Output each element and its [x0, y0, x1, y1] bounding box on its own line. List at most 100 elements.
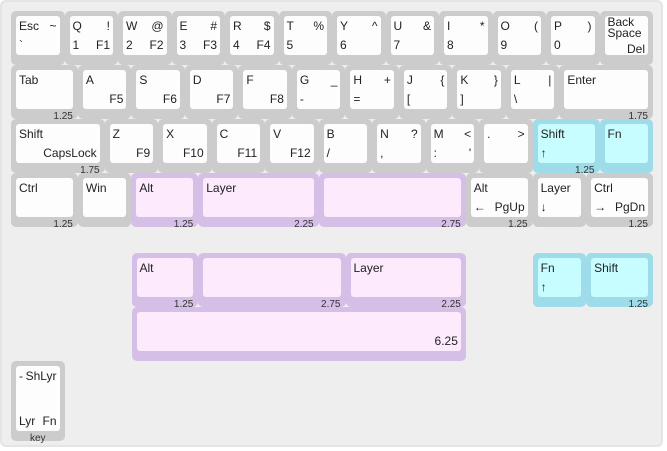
key-q[interactable]: Q! 1 F1: [64, 11, 118, 65]
key-size-label: 2.25: [294, 218, 314, 230]
keycap: R $4 F4: [230, 16, 274, 55]
key-b[interactable]: B /: [318, 119, 373, 173]
keycap: Shift ↑: [537, 124, 595, 163]
keycap: K}]: [457, 70, 501, 109]
legend-tr: &: [422, 19, 431, 33]
key-tab[interactable]: Tab 1.25: [11, 65, 78, 122]
legend-bl: ↑: [540, 145, 547, 160]
key-esc[interactable]: Esc ~ `: [11, 11, 65, 65]
key-layer[interactable]: Layer 2.25: [198, 173, 319, 230]
legend-bl: 4: [233, 37, 240, 52]
key-layer[interactable]: Layer 2.25: [345, 253, 466, 309]
key-d[interactable]: D F7: [184, 65, 239, 119]
legend-tr: *: [479, 19, 485, 33]
keycap: X F10: [163, 124, 207, 163]
legend-tl: G: [299, 73, 310, 87]
legend-tl: Y: [340, 19, 349, 33]
legend-br: F9: [136, 145, 151, 160]
key-t[interactable]: T% 5: [278, 11, 332, 65]
legend-tr: +: [383, 73, 391, 87]
key-enter[interactable]: Enter 1.75: [559, 65, 653, 121]
key-j[interactable]: J {[: [398, 65, 453, 119]
key-win[interactable]: Win: [77, 173, 132, 227]
keycap: G _ -: [296, 70, 341, 109]
key-l[interactable]: L | \: [505, 65, 560, 119]
key-m[interactable]: M <: ': [425, 119, 480, 173]
key-blank[interactable]: 2.75: [198, 253, 346, 310]
legend-br: Fn: [42, 414, 57, 428]
keycap: A F5: [82, 70, 127, 109]
legend-bl: =: [353, 91, 361, 106]
keycap: Shift: [591, 258, 648, 297]
legend-tr: !: [106, 19, 110, 33]
key-w[interactable]: W @2 F2: [118, 11, 172, 65]
key-ctrl[interactable]: Ctrl 1.25: [11, 173, 78, 230]
keycap: Enter: [564, 70, 648, 109]
key-i[interactable]: I * 8: [439, 11, 493, 65]
key-a[interactable]: A F5: [77, 65, 132, 119]
legend-br: 6.25: [434, 333, 458, 348]
key-size-label: 1.25: [53, 110, 73, 122]
key-shift[interactable]: Shift 1.25: [586, 253, 653, 309]
legend-br: F6: [162, 91, 177, 106]
legend-bl: \: [513, 91, 518, 106]
keycap: E #3 F3: [176, 16, 220, 55]
key-r[interactable]: R $4 F4: [225, 11, 279, 65]
key-shift[interactable]: Shift ↑ 1.25: [532, 119, 600, 175]
key-c[interactable]: C F11: [211, 119, 266, 173]
key-v[interactable]: V F12: [265, 119, 319, 173]
legend-tl: Fn: [540, 261, 555, 275]
key-layer[interactable]: Layer ↓: [532, 173, 587, 227]
legend-tl: P: [554, 19, 563, 33]
key-size-label: 2.75: [321, 298, 341, 310]
key-h[interactable]: H + =: [345, 65, 399, 119]
legend-tl: D: [192, 73, 202, 87]
keycap: Ctrl → PgDn: [591, 178, 648, 217]
key-shift[interactable]: Shift CapsLock 1.75: [11, 119, 105, 175]
key-f[interactable]: F F8: [238, 65, 292, 119]
legend-bl: ←: [473, 199, 486, 214]
key-6.25[interactable]: 6.25: [131, 307, 466, 361]
key-fn[interactable]: Fn: [599, 119, 653, 173]
legend-bl: ↓: [540, 199, 547, 214]
key-blank[interactable]: 2.75: [318, 173, 466, 229]
legend-bl: 2: [126, 37, 133, 52]
key-z[interactable]: Z F9: [104, 119, 159, 173]
key-u[interactable]: U & 7: [385, 11, 439, 65]
key-e[interactable]: E #3 F3: [171, 11, 225, 65]
key-size-label: 1.25: [53, 218, 73, 230]
legend-tl: Layer: [206, 181, 237, 195]
legend-tl: A: [85, 73, 94, 87]
key-y[interactable]: Y ^ 6: [332, 11, 386, 65]
key-.[interactable]: . >: [479, 119, 533, 173]
keycap: [323, 178, 461, 217]
key-back-space[interactable]: Back Space Del: [599, 11, 653, 65]
legend-tl: B: [326, 127, 335, 141]
legend-br: F5: [109, 91, 124, 106]
keycap: M <: ': [430, 124, 475, 163]
legend-tl: Shift: [540, 127, 565, 141]
key-alt[interactable]: Alt ← PgUp 1.25: [465, 173, 533, 229]
key-o[interactable]: O (9: [492, 11, 546, 65]
key-ctrl[interactable]: Ctrl → PgDn 1.25: [586, 173, 653, 230]
key-alt[interactable]: Alt 1.25: [131, 173, 199, 229]
key-g[interactable]: G _ -: [291, 65, 346, 119]
legend-tr: $: [263, 19, 271, 33]
keycap: [203, 258, 341, 297]
key-fn[interactable]: Fn ↑: [532, 253, 587, 307]
legend-br: F1: [95, 37, 110, 52]
key-k[interactable]: K}]: [452, 65, 506, 119]
legend-tl: Alt: [139, 261, 154, 275]
legend-br: PgUp: [494, 199, 525, 214]
keycap: Esc ~ `: [16, 16, 60, 55]
key-size-label: 1.25: [628, 218, 648, 230]
legend-bl: /: [326, 145, 330, 160]
legend-tl: O: [500, 19, 510, 33]
key-x[interactable]: X F10: [158, 119, 212, 173]
key-n[interactable]: N?,: [372, 119, 426, 173]
key-s[interactable]: S F6: [131, 65, 185, 119]
key--[interactable]: - ShLyr Lyr Fn key: [11, 361, 65, 444]
key-p[interactable]: P) 0: [546, 11, 600, 65]
legend-bl: 9: [500, 37, 508, 52]
key-alt[interactable]: Alt 1.25: [131, 253, 199, 309]
